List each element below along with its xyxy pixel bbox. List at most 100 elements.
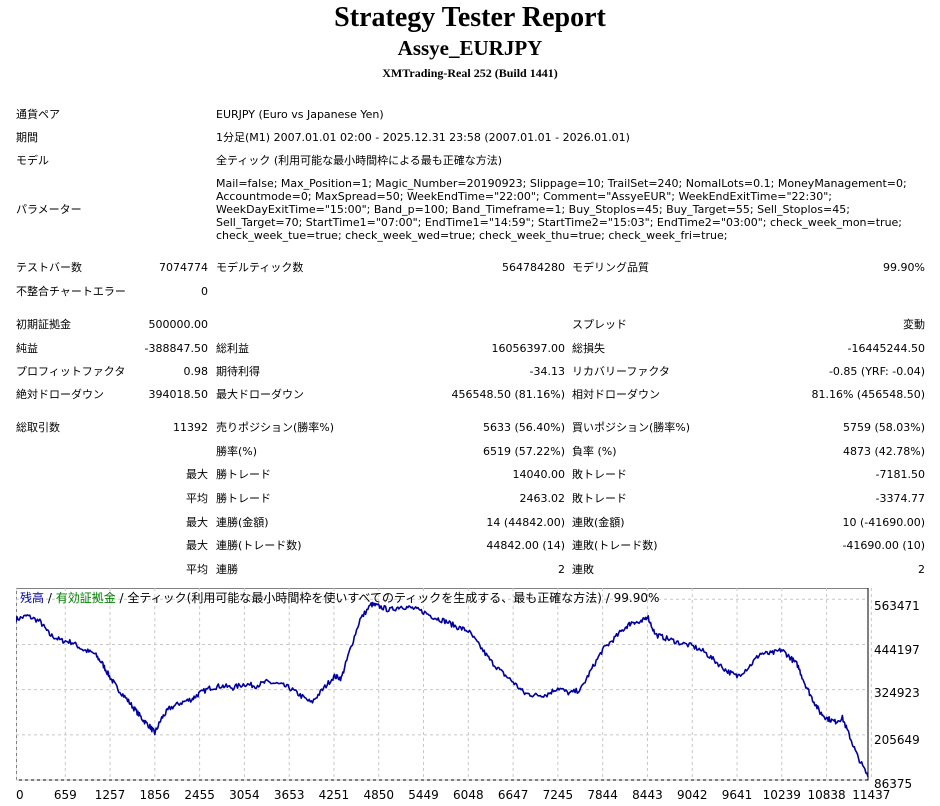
recovery-value: -0.85 (YRF: -0.04) bbox=[828, 365, 925, 378]
x-tick-label: 4251 bbox=[318, 788, 350, 802]
ticks-value: 564784280 bbox=[502, 261, 565, 274]
total-value: 11392 bbox=[173, 421, 208, 434]
cons-wins-amt-label: 連勝(金額) bbox=[216, 516, 269, 529]
expert-name: Assye_EURJPY bbox=[397, 36, 543, 60]
short-value: 5633 (56.40%) bbox=[482, 421, 565, 434]
spread-label: スプレッド bbox=[572, 318, 627, 331]
balance-series-line bbox=[16, 601, 869, 777]
x-tick-label: 0 bbox=[16, 788, 24, 802]
x-tick-label: 8443 bbox=[632, 788, 663, 802]
expected-label: 期待利得 bbox=[216, 365, 260, 378]
ticks-label: モデルティック数 bbox=[216, 261, 304, 274]
x-tick-label: 3653 bbox=[273, 788, 305, 802]
pf-label: プロフィットファクタ bbox=[16, 365, 126, 378]
avg-loss-label: 敗トレード bbox=[572, 492, 627, 505]
avg-win-value: 2463.02 bbox=[519, 492, 566, 505]
pair-label: 通貨ペア bbox=[16, 108, 60, 121]
avg-prefix: 平均 bbox=[186, 492, 208, 505]
max-dd-value: 456548.50 (81.16%) bbox=[451, 388, 565, 401]
x-tick-label: 10838 bbox=[807, 788, 846, 802]
gross-profit-label: 総利益 bbox=[216, 342, 249, 355]
balance-chart bbox=[16, 588, 940, 806]
cons-losses-amt-value: 10 (-41690.00) bbox=[842, 516, 925, 529]
loss-rate-label: 負率 (%) bbox=[572, 445, 617, 458]
avg-loss-value: -3374.77 bbox=[875, 492, 925, 505]
abs-dd-label: 絶対ドローダウン bbox=[16, 388, 104, 401]
cons-losses-cnt-label: 連敗(トレード数) bbox=[572, 539, 658, 552]
report-title: Strategy Tester Report bbox=[334, 2, 606, 33]
avg-prefix-2: 平均 bbox=[186, 563, 208, 576]
abs-dd-value: 394018.50 bbox=[148, 388, 209, 401]
long-value: 5759 (58.03%) bbox=[842, 421, 925, 434]
cons-wins-amt-value: 14 (44842.00) bbox=[486, 516, 565, 529]
net-value: -388847.50 bbox=[144, 342, 208, 355]
period-value: 1分足(M1) 2007.01.01 02:00 - 2025.12.31 23… bbox=[216, 131, 630, 144]
rel-dd-label: 相対ドローダウン bbox=[572, 388, 660, 401]
max-win-value: 14040.00 bbox=[512, 468, 566, 481]
win-rate-label: 勝率(%) bbox=[216, 445, 258, 458]
recovery-label: リカバリーファクタ bbox=[572, 365, 670, 378]
mismatch-label: 不整合チャートエラー bbox=[16, 285, 126, 298]
model-value: 全ティック (利用可能な最小時間枠による最も正確な方法) bbox=[216, 154, 503, 167]
total-label: 総取引数 bbox=[16, 421, 60, 434]
x-tick-label: 9042 bbox=[676, 788, 708, 802]
x-tick-label: 659 bbox=[53, 788, 77, 802]
x-tick-label: 2455 bbox=[184, 788, 215, 802]
gross-loss-value: -16445244.50 bbox=[847, 342, 925, 355]
cons-losses-amt-label: 連敗(金額) bbox=[572, 516, 625, 529]
chart-plot-frame bbox=[16, 588, 869, 781]
params-value: Mail=false; Max_Position=1; Magic_Number… bbox=[216, 177, 907, 242]
x-tick-label: 7245 bbox=[542, 788, 574, 802]
chart-legend: 残高 / 有効証拠金 / 全ティック(利用可能な最小時間枠を使いすべてのティック… bbox=[20, 590, 659, 606]
params-label: パラメーター bbox=[16, 203, 82, 216]
quality-label: モデリング品質 bbox=[572, 261, 649, 274]
max-dd-label: 最大ドローダウン bbox=[216, 388, 304, 401]
avg-cons-losses-value: 2 bbox=[918, 563, 925, 576]
avg-win-label: 勝トレード bbox=[216, 492, 271, 505]
deposit-value: 500000.00 bbox=[148, 318, 209, 331]
x-tick-label: 5449 bbox=[408, 788, 439, 802]
legend-sep-2: / bbox=[115, 591, 128, 605]
legend-equity: 有効証拠金 bbox=[55, 591, 116, 605]
avg-cons-wins-label: 連勝 bbox=[216, 563, 238, 576]
loss-rate-value: 4873 (42.78%) bbox=[842, 445, 925, 458]
win-rate-value: 6519 (57.22%) bbox=[482, 445, 565, 458]
rel-dd-value: 81.16% (456548.50) bbox=[811, 388, 925, 401]
max-prefix: 最大 bbox=[186, 468, 208, 481]
x-tick-label: 1257 bbox=[94, 788, 126, 802]
max-prefix-3: 最大 bbox=[186, 539, 208, 552]
period-label: 期間 bbox=[16, 131, 38, 144]
spread-value: 変動 bbox=[903, 318, 925, 331]
y-tick-label: 324923 bbox=[874, 686, 920, 700]
x-tick-label: 6647 bbox=[497, 788, 529, 802]
cons-wins-cnt-value: 44842.00 (14) bbox=[486, 539, 565, 552]
max-loss-label: 敗トレード bbox=[572, 468, 627, 481]
x-tick-label: 6048 bbox=[453, 788, 484, 802]
expected-value: -34.13 bbox=[529, 365, 565, 378]
y-tick-label: 444197 bbox=[874, 643, 920, 657]
long-label: 買いポジション(勝率%) bbox=[572, 421, 691, 434]
cons-wins-cnt-label: 連勝(トレード数) bbox=[216, 539, 302, 552]
deposit-label: 初期証拠金 bbox=[16, 318, 71, 331]
avg-cons-losses-label: 連敗 bbox=[572, 563, 594, 576]
cons-losses-cnt-value: -41690.00 (10) bbox=[842, 539, 925, 552]
net-label: 純益 bbox=[16, 342, 38, 355]
x-tick-label: 9641 bbox=[721, 788, 753, 802]
x-tick-label: 3054 bbox=[229, 788, 260, 802]
balance-chart-svg bbox=[16, 588, 872, 781]
bars-value: 7074774 bbox=[159, 261, 208, 274]
chart-grid bbox=[16, 588, 872, 781]
bars-label: テストバー数 bbox=[16, 261, 82, 274]
max-loss-value: -7181.50 bbox=[875, 468, 925, 481]
legend-sep-1: / bbox=[44, 591, 56, 605]
gross-profit-value: 16056397.00 bbox=[491, 342, 565, 355]
short-label: 売りポジション(勝率%) bbox=[216, 421, 335, 434]
gross-loss-label: 総損失 bbox=[572, 342, 605, 355]
y-tick-label: 205649 bbox=[874, 733, 920, 747]
model-label: モデル bbox=[16, 154, 49, 167]
x-tick-label: 7844 bbox=[587, 788, 618, 802]
x-tick-label: 10239 bbox=[762, 788, 801, 802]
pf-value: 0.98 bbox=[183, 365, 209, 378]
avg-cons-wins-value: 2 bbox=[558, 563, 565, 576]
max-prefix-2: 最大 bbox=[186, 516, 208, 529]
